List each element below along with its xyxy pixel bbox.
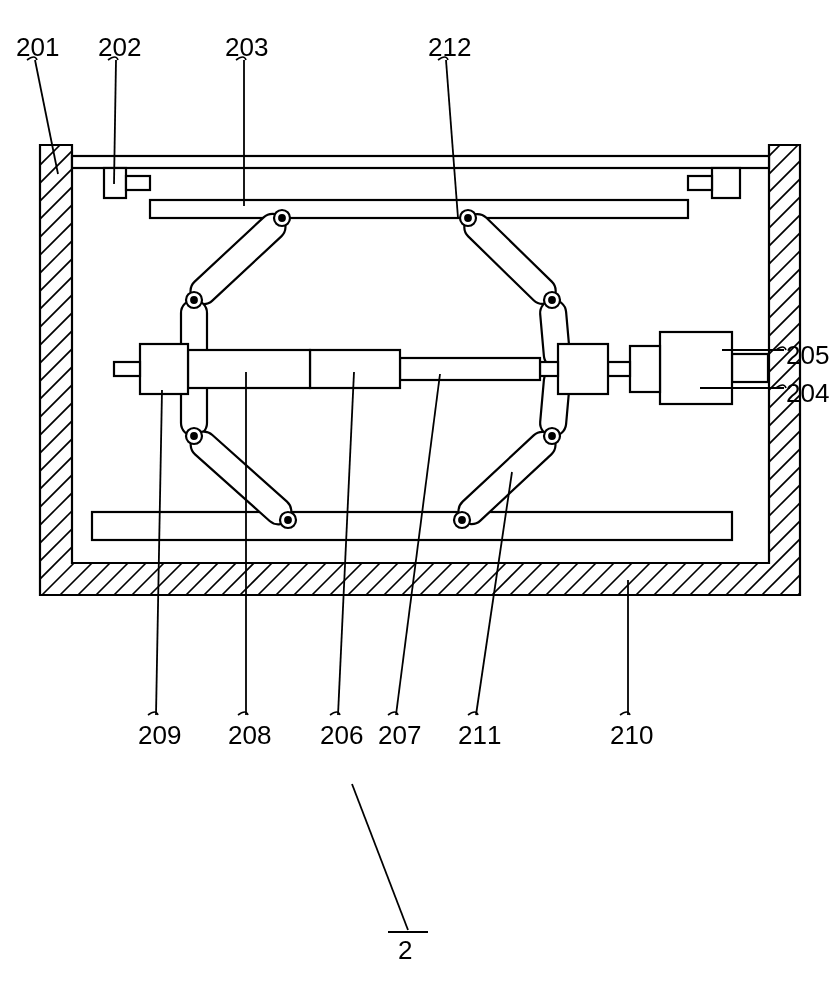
svg-line-138 (446, 60, 458, 218)
svg-line-135 (35, 60, 58, 174)
svg-rect-95 (712, 168, 740, 198)
svg-point-134 (459, 517, 465, 523)
svg-line-67 (796, 125, 838, 615)
svg-point-124 (191, 297, 197, 303)
svg-rect-108 (732, 354, 768, 382)
svg-rect-98 (150, 200, 688, 218)
svg-rect-111 (608, 362, 630, 376)
svg-line-66 (778, 125, 838, 615)
svg-line-143 (338, 372, 354, 715)
svg-rect-114 (400, 358, 540, 380)
svg-rect-110 (630, 346, 660, 392)
svg-point-132 (285, 517, 291, 523)
svg-line-1 (0, 125, 98, 615)
svg-rect-96 (126, 176, 150, 190)
svg-rect-115 (310, 350, 400, 388)
svg-rect-97 (688, 176, 712, 190)
svg-point-120 (279, 215, 285, 221)
svg-rect-117 (140, 344, 188, 394)
svg-point-128 (191, 433, 197, 439)
svg-line-69 (832, 125, 838, 615)
svg-rect-116 (188, 350, 310, 388)
svg-rect-112 (558, 344, 608, 394)
svg-line-141 (156, 390, 162, 715)
svg-rect-93 (72, 156, 769, 168)
svg-rect-109 (660, 332, 732, 404)
svg-rect-113 (540, 362, 558, 376)
svg-line-2 (0, 125, 116, 615)
svg-line-68 (814, 125, 838, 615)
svg-rect-118 (114, 362, 140, 376)
svg-point-122 (465, 215, 471, 221)
svg-line-144 (396, 374, 440, 715)
svg-rect-99 (92, 512, 732, 540)
svg-point-126 (549, 297, 555, 303)
svg-line-148 (352, 784, 408, 930)
svg-point-130 (549, 433, 555, 439)
